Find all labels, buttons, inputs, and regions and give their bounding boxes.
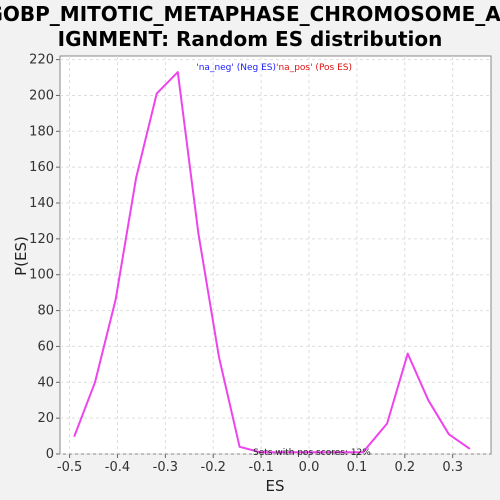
data-point bbox=[135, 177, 137, 179]
x-tick-label: -0.1 bbox=[248, 460, 273, 475]
y-tick-label: 100 bbox=[29, 268, 54, 283]
y-tick-label: 60 bbox=[37, 339, 54, 354]
x-tick-label: -0.5 bbox=[57, 460, 82, 475]
data-point bbox=[259, 451, 261, 454]
y-tick-label: 80 bbox=[37, 304, 54, 319]
data-point bbox=[300, 451, 303, 454]
data-point bbox=[362, 451, 364, 454]
data-point bbox=[94, 381, 96, 384]
x-tick-label: -0.2 bbox=[201, 460, 226, 475]
series-layer bbox=[73, 71, 471, 454]
legend: 'na_neg' (Neg ES) bbox=[196, 63, 276, 73]
data-point bbox=[448, 433, 450, 436]
y-tick-label: 200 bbox=[29, 88, 54, 103]
data-point bbox=[321, 451, 323, 454]
data-point bbox=[73, 435, 76, 437]
legend-pos: 'na_pos' (Pos ES) bbox=[276, 63, 352, 73]
chart-title-line-1: GOBP_MITOTIC_METAPHASE_CHROMOSOME_AL bbox=[0, 2, 500, 26]
y-axis-label: P(ES) bbox=[12, 236, 30, 276]
y-tick-label: 160 bbox=[29, 160, 54, 175]
data-point bbox=[238, 446, 241, 448]
x-tick-label: 0.3 bbox=[442, 460, 463, 475]
data-point bbox=[155, 92, 158, 95]
data-point bbox=[218, 356, 220, 358]
axis-ticks: 0 20 40 60 80 100 120 140 160 180 200 220 -0.5 -0.4 -0… bbox=[29, 53, 463, 475]
y-tick-label: 140 bbox=[29, 196, 54, 211]
x-tick-label: 0.1 bbox=[347, 460, 368, 475]
x-tick-label: 0.0 bbox=[299, 460, 320, 475]
x-tick-label: 0.2 bbox=[394, 460, 415, 475]
data-point bbox=[114, 299, 117, 301]
data-point bbox=[427, 399, 430, 402]
data-point bbox=[279, 451, 282, 454]
y-tick-label: 0 bbox=[46, 447, 54, 462]
chart-title-line-2: IGNMENT: Random ES distribution bbox=[58, 27, 443, 51]
es-distribution-line bbox=[73, 71, 470, 454]
data-point bbox=[177, 71, 179, 73]
data-point bbox=[341, 451, 344, 454]
legend-neg-entry: 'na_neg' (Neg ES) bbox=[196, 63, 276, 73]
plot-area bbox=[59, 55, 492, 455]
y-tick-label: 180 bbox=[29, 124, 54, 139]
y-tick-label: 220 bbox=[29, 53, 54, 68]
data-point bbox=[468, 447, 471, 450]
x-tick-label: -0.3 bbox=[153, 460, 178, 475]
pos-scores-annotation: Sets with pos scores: 12% bbox=[253, 448, 371, 458]
x-tick-label: -0.4 bbox=[105, 460, 130, 475]
data-point bbox=[386, 422, 388, 425]
y-tick-label: 20 bbox=[37, 411, 54, 426]
data-point bbox=[406, 352, 409, 355]
legend-pos-entry: 'na_pos' (Pos ES) bbox=[276, 63, 352, 73]
y-tick-label: 120 bbox=[29, 232, 54, 247]
grid bbox=[60, 56, 491, 455]
x-axis-label: ES bbox=[266, 477, 285, 495]
data-point bbox=[197, 232, 200, 235]
y-tick-label: 40 bbox=[37, 375, 54, 390]
